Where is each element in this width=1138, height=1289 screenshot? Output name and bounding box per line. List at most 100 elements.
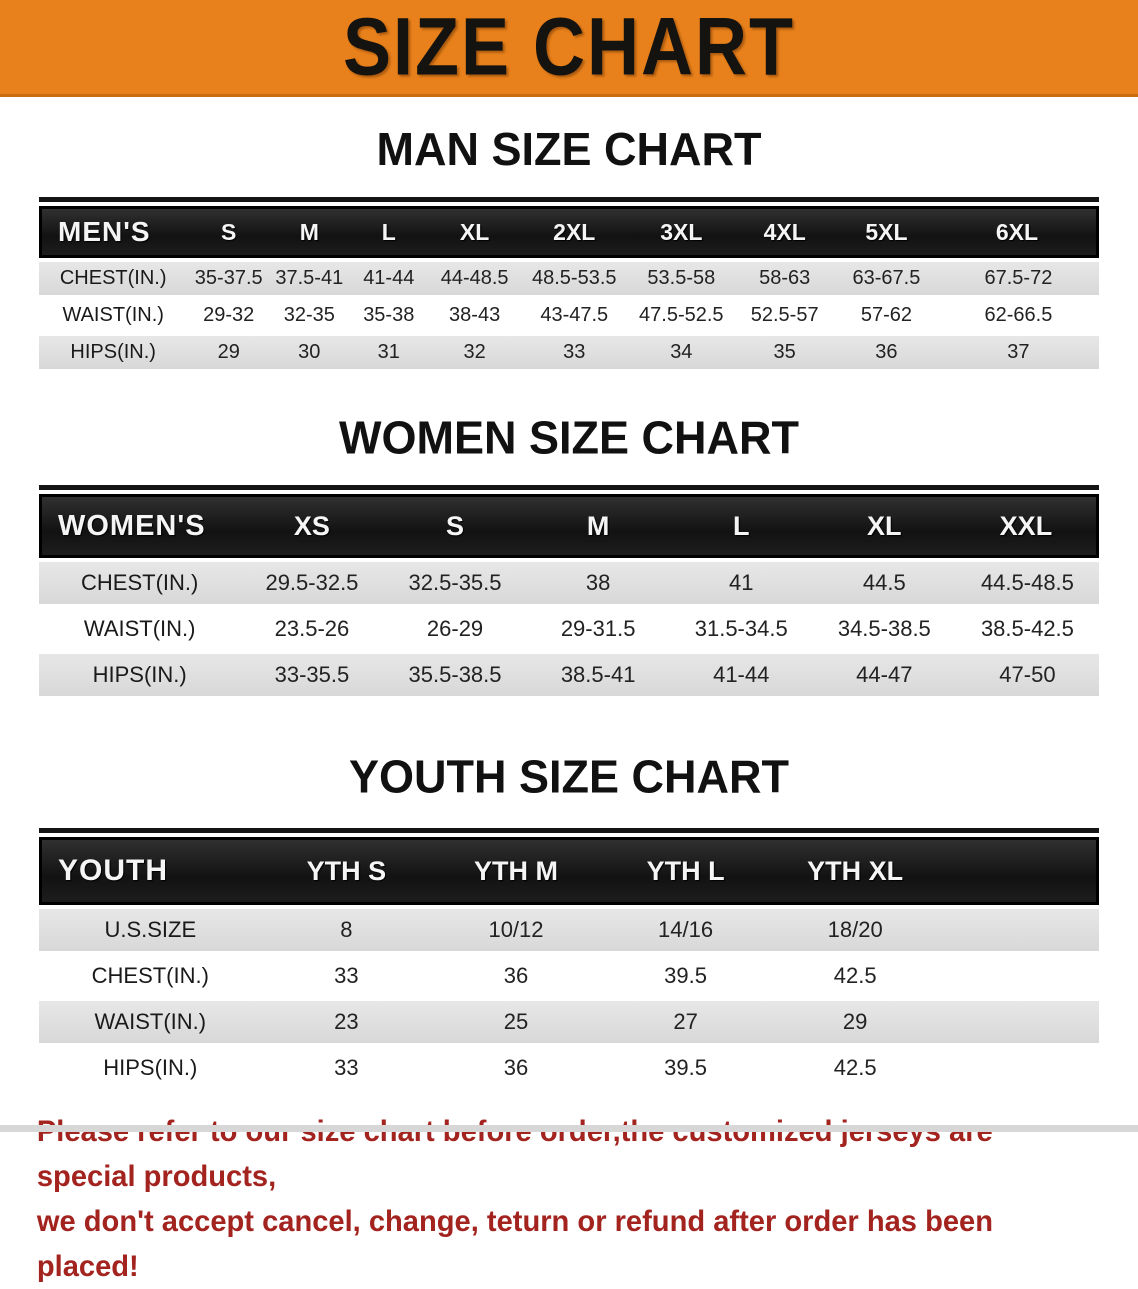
- size-value-cell: 29.5-32.5: [240, 562, 384, 604]
- measurement-label: WAIST(IN.): [39, 299, 188, 332]
- size-value-cell: 25: [431, 1001, 601, 1043]
- measurement-row: WAIST(IN.) 29-32 32-35 35-38 38-43 43-47.5 47.…: [39, 299, 1099, 332]
- size-table-header-row: MEN'S S M L XL 2XL 3XL 4XL 5XL 6XL: [39, 206, 1099, 258]
- size-value-cell: 33: [520, 336, 629, 369]
- size-value-cell: 57-62: [835, 299, 938, 332]
- size-value-cell: 41: [669, 562, 813, 604]
- size-table-header-row: WOMEN'S XS S M L XL XXL: [39, 494, 1099, 558]
- size-column-header: XXL: [955, 494, 1099, 558]
- measurement-row: HIPS(IN.) 33 36 39.5 42.5: [39, 1047, 1099, 1089]
- size-column-header: 2XL: [520, 206, 629, 258]
- measurement-label: HIPS(IN.): [39, 1047, 262, 1089]
- size-value-cell: 33-35.5: [240, 654, 384, 696]
- measurement-row: HIPS(IN.) 33-35.5 35.5-38.5 38.5-41 41-44 44-…: [39, 654, 1099, 696]
- size-value-cell: 29-31.5: [526, 608, 670, 650]
- size-column-header: 5XL: [835, 206, 938, 258]
- size-value-cell: 44.5-48.5: [955, 562, 1099, 604]
- size-column-header: YTH M: [431, 837, 601, 905]
- size-value-cell: 62-66.5: [937, 299, 1099, 332]
- disclaimer-note: Please refer to our size chart before or…: [0, 1093, 1104, 1289]
- size-value-cell: 53.5-58: [628, 262, 735, 295]
- size-value-cell: 52.5-57: [734, 299, 835, 332]
- measurement-label: CHEST(IN.): [39, 562, 241, 604]
- measurement-row: WAIST(IN.) 23.5-26 26-29 29-31.5 31.5-34.5 34…: [39, 608, 1099, 650]
- size-column-header: XL: [429, 206, 521, 258]
- size-column-header: YTH XL: [770, 837, 940, 905]
- size-value-cell: 37.5-41: [270, 262, 349, 295]
- size-value-cell: 35-37.5: [187, 262, 271, 295]
- size-value-cell: 36: [431, 955, 601, 997]
- row-spacer-cell: [939, 955, 1099, 997]
- table-corner-label: WOMEN'S: [39, 494, 241, 558]
- size-value-cell: 38-43: [429, 299, 521, 332]
- size-value-cell: 23: [261, 1001, 432, 1043]
- size-value-cell: 41-44: [348, 262, 430, 295]
- size-value-cell: 33: [261, 955, 432, 997]
- measurement-label: HIPS(IN.): [39, 336, 188, 369]
- size-column-header: L: [669, 494, 813, 558]
- size-value-cell: 39.5: [600, 955, 771, 997]
- size-value-cell: 42.5: [770, 955, 940, 997]
- size-value-cell: 47-50: [955, 654, 1099, 696]
- size-value-cell: 29-32: [187, 299, 271, 332]
- size-value-cell: 36: [835, 336, 938, 369]
- size-column-header: M: [270, 206, 349, 258]
- measurement-row: WAIST(IN.) 23 25 27 29: [39, 1001, 1099, 1043]
- measurement-row: U.S.SIZE 8 10/12 14/16 18/20: [39, 909, 1099, 951]
- measurement-label: WAIST(IN.): [39, 608, 241, 650]
- size-value-cell: 10/12: [431, 909, 601, 951]
- size-column-header: 3XL: [628, 206, 735, 258]
- size-value-cell: 27: [600, 1001, 771, 1043]
- size-value-cell: 58-63: [734, 262, 835, 295]
- size-column-header: XL: [812, 494, 956, 558]
- youth-section-heading: YOUTH SIZE CHART: [348, 749, 789, 803]
- size-value-cell: 33: [261, 1047, 432, 1089]
- section-men-size-chart: MAN SIZE CHART MEN'S S M L XL 2XL 3XL 4XL 5XL 6XL…: [0, 97, 1138, 373]
- banner: SIZE CHART: [0, 0, 1138, 97]
- size-value-cell: 23.5-26: [240, 608, 384, 650]
- size-value-cell: 32: [429, 336, 521, 369]
- size-value-cell: 38.5-41: [526, 654, 670, 696]
- size-value-cell: 41-44: [669, 654, 813, 696]
- men-section-heading: MAN SIZE CHART: [376, 122, 762, 176]
- measurement-row: CHEST(IN.) 33 36 39.5 42.5: [39, 955, 1099, 997]
- size-value-cell: 29: [770, 1001, 940, 1043]
- men-size-table: MEN'S S M L XL 2XL 3XL 4XL 5XL 6XL CHEST(IN.) 35-37…: [39, 197, 1099, 373]
- measurement-row: CHEST(IN.) 29.5-32.5 32.5-35.5 38 41 44.5 44.5…: [39, 562, 1099, 604]
- bottom-edge-strip: [0, 1125, 1138, 1132]
- size-column-header: S: [187, 206, 271, 258]
- size-value-cell: 37: [937, 336, 1099, 369]
- women-section-heading: WOMEN SIZE CHART: [339, 410, 799, 464]
- size-value-cell: 26-29: [383, 608, 527, 650]
- disclaimer-line-2: we don't accept cancel, change, teturn o…: [36, 1205, 993, 1283]
- table-corner-label: YOUTH: [39, 837, 262, 905]
- size-value-cell: 31: [348, 336, 430, 369]
- measurement-row: CHEST(IN.) 35-37.5 37.5-41 41-44 44-48.5 48.5…: [39, 262, 1099, 295]
- size-value-cell: 38.5-42.5: [955, 608, 1099, 650]
- size-value-cell: 44.5: [812, 562, 956, 604]
- size-value-cell: 30: [270, 336, 349, 369]
- row-spacer-cell: [939, 909, 1099, 951]
- size-value-cell: 35: [734, 336, 835, 369]
- size-value-cell: 14/16: [600, 909, 771, 951]
- size-column-header: 6XL: [937, 206, 1099, 258]
- size-value-cell: 8: [261, 909, 432, 951]
- size-value-cell: 34.5-38.5: [812, 608, 956, 650]
- size-value-cell: 34: [628, 336, 735, 369]
- size-column-header: YTH S: [261, 837, 432, 905]
- size-value-cell: 38: [526, 562, 670, 604]
- measurement-label: HIPS(IN.): [39, 654, 241, 696]
- size-value-cell: 44-47: [812, 654, 956, 696]
- section-youth-size-chart: YOUTH SIZE CHART YOUTH YTH S YTH M YTH L YTH…: [0, 700, 1138, 1093]
- size-table-header-row: YOUTH YTH S YTH M YTH L YTH XL: [39, 837, 1099, 905]
- size-value-cell: 18/20: [770, 909, 940, 951]
- section-women-size-chart: WOMEN SIZE CHART WOMEN'S XS S M L XL XXL CHEST(…: [0, 373, 1138, 700]
- measurement-label: U.S.SIZE: [39, 909, 262, 951]
- size-column-header: 4XL: [734, 206, 835, 258]
- measurement-row: HIPS(IN.) 29 30 31 32 33 34 35 36 37: [39, 336, 1099, 369]
- size-value-cell: 32.5-35.5: [383, 562, 527, 604]
- size-value-cell: 47.5-52.5: [628, 299, 735, 332]
- size-column-header: S: [383, 494, 527, 558]
- size-value-cell: 48.5-53.5: [520, 262, 629, 295]
